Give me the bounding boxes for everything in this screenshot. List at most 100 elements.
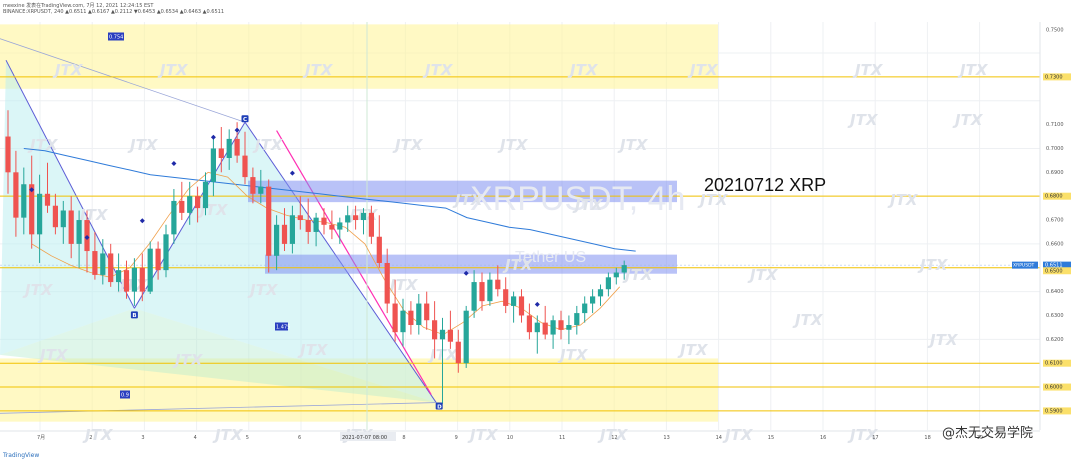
jtx-watermark: JTX (747, 266, 779, 284)
price-tick-label: 0.7000 (1046, 146, 1064, 152)
time-tick-label: 4 (194, 435, 197, 441)
signal-marker (29, 187, 35, 193)
price-tick-label: 0.6500 (1045, 268, 1063, 274)
ticker-badge (1012, 261, 1038, 269)
candle-body-down (297, 215, 303, 221)
candle-body-down (139, 267, 145, 292)
time-tick-label: 8 (402, 435, 405, 441)
pattern-ratio-label: 0.9 (121, 393, 129, 399)
candle-body-down (503, 289, 509, 306)
candle-body-down (155, 248, 161, 271)
candle-body-up (487, 279, 493, 302)
price-tick-label: 0.7300 (1045, 74, 1063, 80)
price-tick-label: 0.7100 (1046, 122, 1064, 128)
jtx-watermark: JTX (952, 111, 984, 129)
time-tick-label: 5 (246, 435, 249, 441)
candle-body-down (392, 303, 398, 333)
candle-body-up (289, 215, 295, 244)
jtx-watermark: JTX (197, 201, 229, 219)
candle-body-down (479, 282, 485, 302)
candle-body-down (432, 320, 438, 340)
candle-body-up (590, 296, 596, 304)
candle-body-up (60, 210, 66, 228)
candle-body-up (100, 253, 106, 275)
candle-body-down (329, 224, 335, 230)
signal-marker (463, 270, 469, 276)
candle-body-up (274, 224, 280, 256)
pattern-ratio-label: 1.475 (276, 325, 290, 331)
candle-body-down (29, 184, 35, 235)
price-tick-label: 0.6511 (1045, 263, 1063, 269)
candle-body-up (337, 222, 343, 230)
jtx-watermark: JTX (247, 281, 279, 299)
jtx-watermark: JTX (82, 426, 114, 444)
price-tick-label: 0.5900 (1045, 408, 1063, 414)
candle-body-down (376, 236, 382, 263)
price-axis-background (1040, 0, 1080, 463)
time-tick-label: 17 (872, 435, 878, 441)
candle-body-down (558, 320, 564, 330)
candle-body-up (471, 282, 477, 311)
jtx-watermark: JTX (392, 136, 424, 154)
price-tick-label: 0.6700 (1046, 218, 1064, 224)
resistance-zone-lower (265, 254, 677, 274)
candle-body-down (13, 172, 19, 218)
jtx-watermark: JTX (792, 311, 824, 329)
candle-body-up (226, 138, 232, 158)
wechat-watermark-logo: @杰无交易学院 (942, 426, 1034, 441)
pattern-point-label: C (243, 117, 247, 123)
pattern-ratio-badge (108, 32, 124, 41)
candle-body-up (116, 270, 122, 283)
jtx-watermark: JTX (422, 61, 454, 79)
candle-body-up (210, 148, 216, 182)
candle-body-up (439, 329, 446, 340)
candle-body-down (5, 136, 11, 173)
pattern-point-label: D (437, 404, 442, 410)
candle-body-down (384, 262, 390, 304)
pattern-point-badge (241, 115, 249, 123)
candle-body-down (218, 148, 224, 158)
jtx-watermark: JTX (497, 136, 529, 154)
time-tick-label: 6 (298, 435, 301, 441)
time-tick-label: 7月 (37, 435, 45, 441)
jtx-watermark: JTX (557, 346, 589, 364)
jtx-watermark: JTX (172, 351, 204, 369)
candle-body-down (266, 186, 272, 256)
price-tick-label: 0.6600 (1046, 241, 1064, 247)
time-tick-label: 18 (924, 435, 930, 441)
candle-body-down (234, 138, 240, 156)
candle-body-down (68, 210, 74, 244)
candle-body-up (582, 303, 588, 314)
candle-body-down (518, 296, 525, 316)
price-tick-label: 0.6400 (1046, 289, 1064, 295)
jtx-watermark: JTX (622, 266, 654, 284)
time-tick-label: 16 (820, 435, 826, 441)
jtx-watermark: JTX (302, 61, 334, 79)
candle-body-up (21, 184, 27, 218)
tradingview-logo[interactable]: TradingView (3, 452, 40, 459)
price-badge (1043, 359, 1071, 367)
candle-body-down (123, 270, 130, 292)
candle-body-down (424, 303, 430, 321)
signal-marker (234, 127, 240, 133)
resistance-zone-upper (248, 180, 677, 203)
chart-annotation: 20210712 XRP (704, 175, 827, 195)
candle-body-up (400, 310, 406, 333)
candle-body-up (613, 272, 619, 278)
symbol-watermark: XRPUSDT, 4h (470, 180, 685, 218)
signal-marker (534, 301, 540, 307)
jtx-watermark: JTX (27, 136, 59, 154)
candle-body-down (495, 279, 501, 290)
jtx-watermark: JTX (887, 191, 919, 209)
candle-body-up (574, 313, 580, 326)
candle-body-up (345, 215, 351, 223)
jtx-watermark: JTX (297, 341, 329, 359)
time-tick-label: 15 (768, 435, 774, 441)
candle-body-up (534, 322, 540, 333)
header-line-2: BINANCE:XRPUSDT, 240 ▲0.6511 ▲0.6167 ▲0.… (3, 9, 225, 15)
time-tick-label: 13 (663, 435, 669, 441)
candle-body-down (321, 217, 327, 225)
jtx-watermark: JTX (22, 281, 54, 299)
